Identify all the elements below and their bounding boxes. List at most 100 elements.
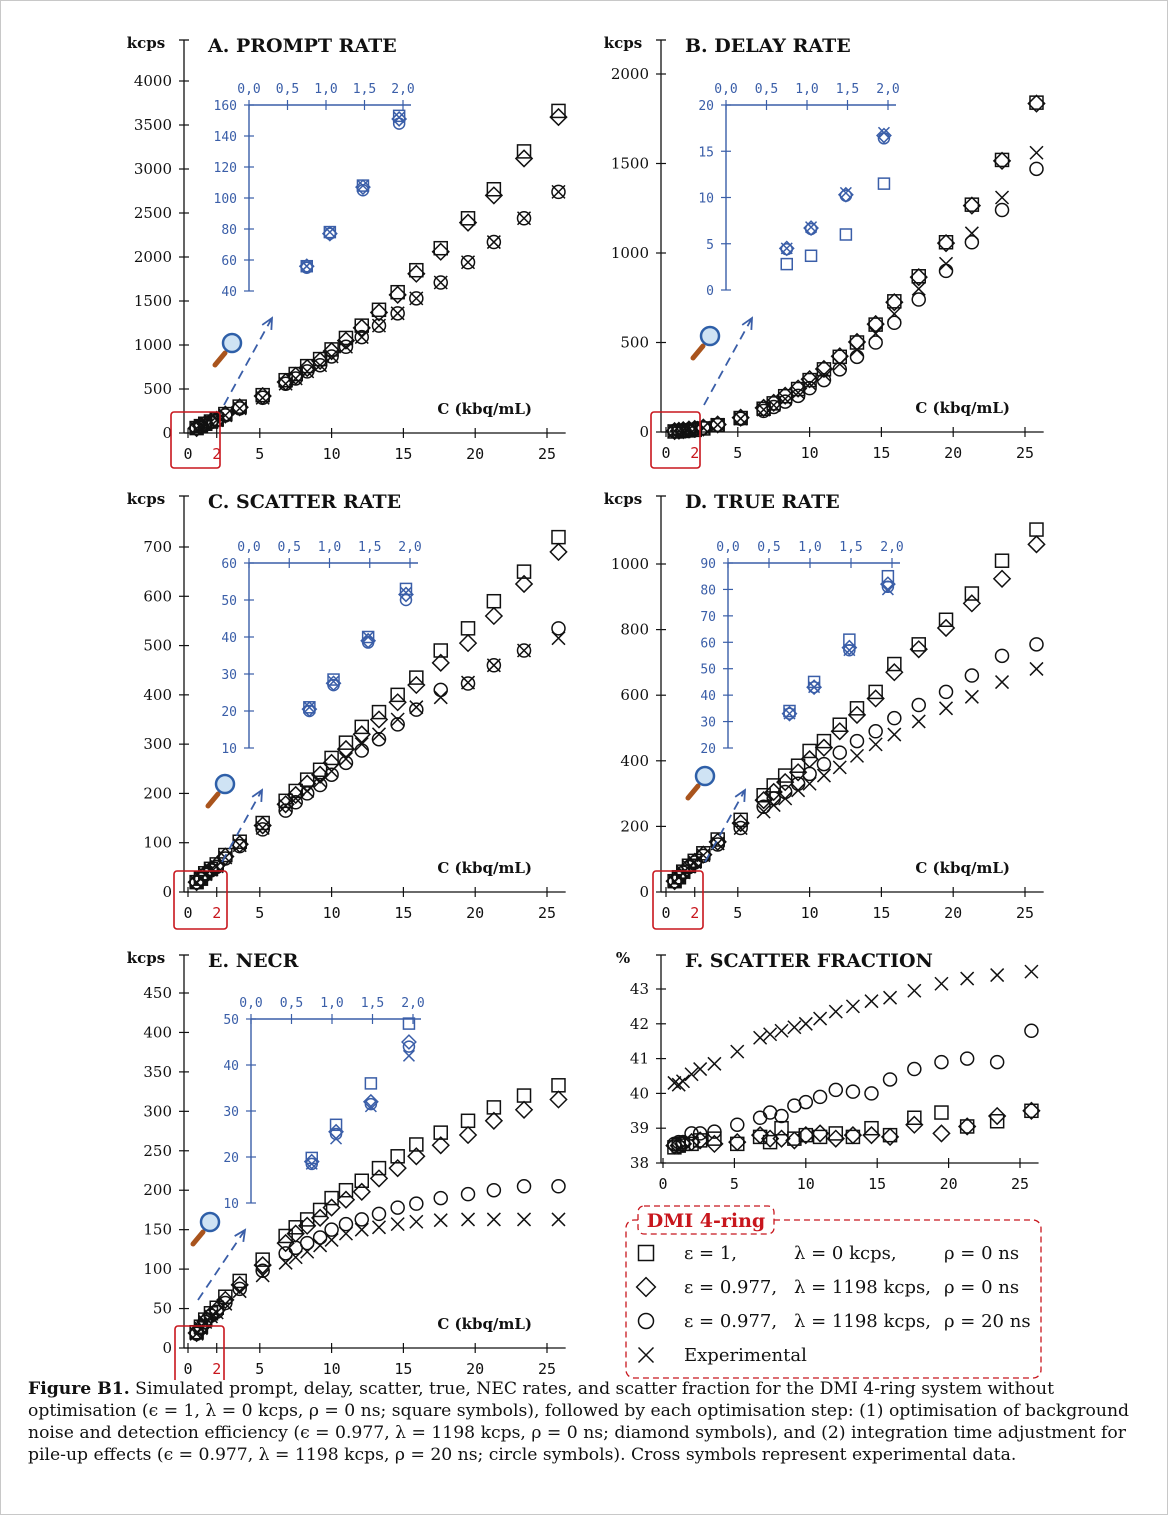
inset-y-tick-label: 20 [221,705,237,720]
legend-label-lambda: λ = 0 kcps, [794,1243,897,1264]
point-circle [460,255,476,270]
point-circle [232,838,247,854]
point-square [433,643,448,658]
point-circle [733,820,748,836]
point-cross [189,421,204,436]
point-cross [193,1321,208,1336]
point-cross [687,421,702,436]
legend-entry-square: ε = 1, λ = 0 kcps, ρ = 0 ns [637,1243,1019,1264]
point-cross [288,1250,303,1265]
legend-square-icon [637,1244,655,1262]
point-square [278,793,293,809]
point-square [812,1129,828,1145]
inset-point-square [780,257,793,271]
inset-point-circle [402,1040,416,1053]
point-diamond [936,618,956,638]
x-tick-label: 2 [690,904,699,922]
point-cross [828,1004,843,1019]
point-diamond [514,574,534,594]
point-diamond [673,1134,693,1154]
inset-y-tick-label: 0 [706,284,714,299]
x-tick-label: 15 [872,444,890,462]
point-circle [371,1206,387,1222]
point-circle [371,318,387,333]
point-square [299,772,315,787]
x-tick-label: 10 [801,444,819,462]
x-tick-label: 15 [872,904,890,922]
point-diamond [458,633,478,653]
y-tick-label: 0 [162,883,172,901]
inset-y-tick-label: 100 [214,192,237,207]
point-square [1024,1103,1039,1119]
inset-x-tick-label: 1,0 [318,540,341,555]
point-cross [938,256,954,271]
inset-point-diamond [876,127,892,144]
inset-point-cross [364,1100,377,1113]
point-diamond [310,1208,330,1228]
point-cross [409,291,424,306]
point-diamond [549,542,568,562]
point-circle [433,682,448,698]
inset-point-diamond [362,1093,379,1110]
inset-markers [778,126,892,271]
point-cross [354,1222,369,1237]
point-square [907,1110,922,1126]
point-diamond [458,1125,478,1145]
magnifier-handle [212,350,228,368]
y-tick-label: 300 [143,1102,172,1120]
y-tick-label: 0 [639,883,649,901]
inset-y-tick-label: 40 [223,1059,239,1074]
x-tick-label: 25 [1011,1175,1029,1193]
zoom-arrow-head [741,316,753,331]
point-cross [324,1232,339,1247]
point-cross [832,356,847,372]
point-cross [433,1213,448,1228]
inset-x-tick-label: 2,0 [398,540,421,555]
y-tick-label: 38 [630,1154,649,1172]
point-circle [934,1054,949,1070]
point-diamond [352,725,371,744]
point-cross [433,275,448,290]
point-cross [338,1226,353,1241]
point-circle [338,755,354,771]
x-tick-label: 2 [690,444,699,462]
point-diamond [843,1125,863,1145]
point-diamond [298,1216,317,1235]
x-tick-label: 25 [1016,444,1034,462]
point-cross [710,417,725,432]
legend-cross-icon [637,1346,655,1364]
magnifier-lens [221,332,243,354]
point-diamond [731,813,750,833]
y-tick-label: 50 [153,1300,172,1318]
y-axis-unit: kcps [604,490,642,508]
point-diamond [388,285,407,305]
point-square [964,586,980,601]
point-cross [551,631,566,646]
point-cross [371,727,387,742]
zoom-arrow [223,317,273,406]
x-tick-label: 15 [394,904,412,922]
point-cross [676,423,691,438]
magnifier-icon [212,332,243,368]
point-circle [667,874,682,889]
point-square [324,750,339,766]
point-square [354,719,370,735]
point-square [938,612,954,628]
point-cross [313,774,328,789]
point-diamond [336,1190,356,1209]
point-square [959,1119,975,1134]
point-circle [516,1179,532,1194]
point-square [516,564,532,579]
y-tick-label: 0 [162,424,172,442]
point-cross [486,235,501,250]
point-cross [486,1212,501,1227]
point-square [756,787,771,803]
point-diamond [216,1290,235,1310]
point-square [994,553,1010,568]
point-cross [255,1268,270,1283]
inset-y-tick-label: 50 [700,663,716,678]
point-cross [753,1030,768,1045]
x-tick-label: 10 [801,904,819,922]
